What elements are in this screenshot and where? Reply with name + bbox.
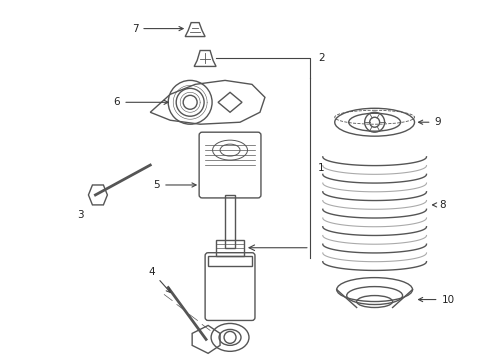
Text: 6: 6 — [114, 97, 168, 107]
Text: 4: 4 — [148, 267, 171, 293]
Bar — [225, 195, 235, 248]
Text: 2: 2 — [318, 54, 324, 63]
Text: 8: 8 — [433, 200, 446, 210]
Text: 5: 5 — [154, 180, 196, 190]
Bar — [208, 256, 252, 266]
Text: 7: 7 — [132, 24, 183, 33]
Text: 3: 3 — [77, 210, 84, 220]
Bar — [216, 240, 244, 256]
Text: 10: 10 — [418, 294, 455, 305]
Text: 1: 1 — [318, 163, 324, 173]
Text: 9: 9 — [418, 117, 441, 127]
